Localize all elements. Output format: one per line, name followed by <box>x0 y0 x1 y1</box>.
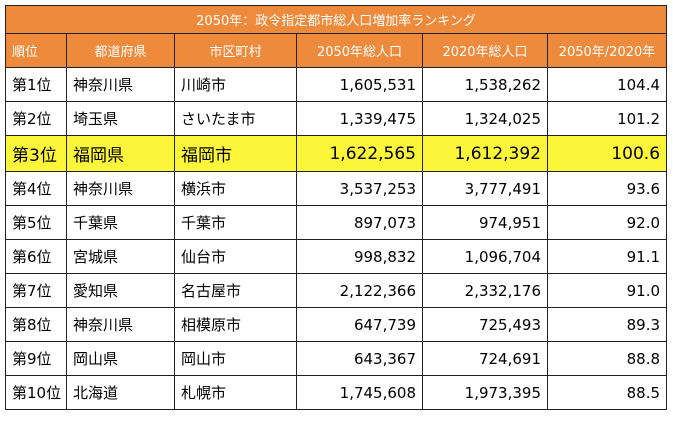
prefecture-cell: 福岡県 <box>66 135 175 172</box>
table-title: 2050年：政令指定都市総人口増加率ランキング <box>4 5 668 34</box>
column-header-pop-2020: 2020年総人口 <box>422 33 548 68</box>
pop-2020-cell: 2,332,176 <box>422 273 548 308</box>
rank-cell: 第2位 <box>5 101 67 136</box>
ratio-cell: 91.1 <box>546 239 668 274</box>
rank-cell: 第5位 <box>5 205 67 240</box>
ratio-cell: 88.5 <box>546 375 668 410</box>
pop-2050-cell: 1,745,608 <box>296 375 423 410</box>
ratio-cell: 101.2 <box>546 101 668 136</box>
pop-2020-cell: 1,612,392 <box>422 135 548 172</box>
pop-2050-cell: 647,739 <box>296 307 423 342</box>
pop-2050-cell: 1,339,475 <box>296 101 423 136</box>
table-row: 第3位 福岡県 福岡市 1,622,565 1,612,392 100.6 <box>5 135 668 172</box>
ratio-cell: 88.8 <box>546 341 668 376</box>
prefecture-cell: 宮城県 <box>66 239 175 274</box>
table-row: 第1位 神奈川県 川崎市 1,605,531 1,538,262 104.4 <box>5 67 668 102</box>
table-row: 第6位 宮城県 仙台市 998,832 1,096,704 91.1 <box>5 239 668 274</box>
rank-cell: 第6位 <box>5 239 67 274</box>
ratio-cell: 91.0 <box>546 273 668 308</box>
pop-2020-cell: 1,538,262 <box>422 67 548 102</box>
pop-2020-cell: 725,493 <box>422 307 548 342</box>
table-body: 第1位 神奈川県 川崎市 1,605,531 1,538,262 104.4 第2位 埼玉県さ… <box>5 67 668 410</box>
ratio-cell: 89.3 <box>546 307 668 342</box>
city-cell: 名古屋市 <box>174 273 297 308</box>
column-header-prefecture: 都道府県 <box>66 33 175 68</box>
city-cell: 横浜市 <box>174 171 297 206</box>
city-cell: 札幌市 <box>174 375 297 410</box>
table-row: 第4位 神奈川県 横浜市 3,537,253 3,777,491 93.6 <box>5 171 668 206</box>
table-row: 第5位 千葉県 千葉市 897,073 974,951 92.0 <box>5 205 668 240</box>
table-row: 第8位 神奈川県 相模原市 647,739 725,493 89.3 <box>5 307 668 342</box>
city-cell: 岡山市 <box>174 341 297 376</box>
city-cell: 千葉市 <box>174 205 297 240</box>
pop-2020-cell: 1,324,025 <box>422 101 548 136</box>
ratio-cell: 100.6 <box>546 135 668 172</box>
table-row: 第7位 愛知県 名古屋市 2,122,366 2,332,176 91.0 <box>5 273 668 308</box>
rank-cell: 第10位 <box>5 375 67 410</box>
pop-2020-cell: 1,973,395 <box>422 375 548 410</box>
pop-2020-cell: 1,096,704 <box>422 239 548 274</box>
rank-cell: 第3位 <box>5 135 67 172</box>
table-row: 第2位 埼玉県 さいたま市 1,339,475 1,324,025 101.2 <box>5 101 668 136</box>
prefecture-cell: 神奈川県 <box>66 307 175 342</box>
pop-2020-cell: 724,691 <box>422 341 548 376</box>
pop-2050-cell: 1,622,565 <box>296 135 423 172</box>
ratio-cell: 93.6 <box>546 171 668 206</box>
prefecture-cell: 埼玉県 <box>66 101 175 136</box>
prefecture-cell: 神奈川県 <box>66 171 175 206</box>
rank-cell: 第4位 <box>5 171 67 206</box>
ratio-cell: 92.0 <box>546 205 668 240</box>
city-cell: 相模原市 <box>174 307 297 342</box>
pop-2050-cell: 643,367 <box>296 341 423 376</box>
table-title-row: 2050年：政令指定都市総人口増加率ランキング <box>4 5 668 34</box>
pop-2020-cell: 974,951 <box>422 205 548 240</box>
pop-2020-cell: 3,777,491 <box>422 171 548 206</box>
ranking-table: 2050年：政令指定都市総人口増加率ランキング 順位 都道府県 市区町村 205… <box>4 5 668 410</box>
city-cell: 福岡市 <box>174 135 297 172</box>
pop-2050-cell: 2,122,366 <box>296 273 423 308</box>
pop-2050-cell: 3,537,253 <box>296 171 423 206</box>
rank-cell: 第8位 <box>5 307 67 342</box>
city-cell: さいたま市 <box>174 101 297 136</box>
rank-cell: 第7位 <box>5 273 67 308</box>
ratio-cell: 104.4 <box>546 67 668 102</box>
pop-2050-cell: 1,605,531 <box>296 67 423 102</box>
column-header-rank: 順位 <box>5 33 67 68</box>
city-cell: 川崎市 <box>174 67 297 102</box>
prefecture-cell: 愛知県 <box>66 273 175 308</box>
table-row: 第9位 岡山県 岡山市 643,367 724,691 88.8 <box>5 341 668 376</box>
ranking-table-container: 2050年：政令指定都市総人口増加率ランキング 順位 都道府県 市区町村 205… <box>4 5 668 410</box>
city-cell: 仙台市 <box>174 239 297 274</box>
rank-cell: 第9位 <box>5 341 67 376</box>
column-header-ratio: 2050年/2020年 <box>546 33 668 68</box>
pop-2050-cell: 897,073 <box>296 205 423 240</box>
prefecture-cell: 北海道 <box>66 375 175 410</box>
table-row: 第10位 北海道 札幌市 1,745,608 1,973,395 88.5 <box>5 375 668 410</box>
prefecture-cell: 千葉県 <box>66 205 175 240</box>
column-header-pop-2050: 2050年総人口 <box>296 33 423 68</box>
rank-cell: 第1位 <box>5 67 67 102</box>
column-header-row: 順位 都道府県 市区町村 2050年総人口 2020年総人口 2050年/202… <box>5 33 668 68</box>
column-header-city: 市区町村 <box>174 33 297 68</box>
prefecture-cell: 神奈川県 <box>66 67 175 102</box>
pop-2050-cell: 998,832 <box>296 239 423 274</box>
prefecture-cell: 岡山県 <box>66 341 175 376</box>
